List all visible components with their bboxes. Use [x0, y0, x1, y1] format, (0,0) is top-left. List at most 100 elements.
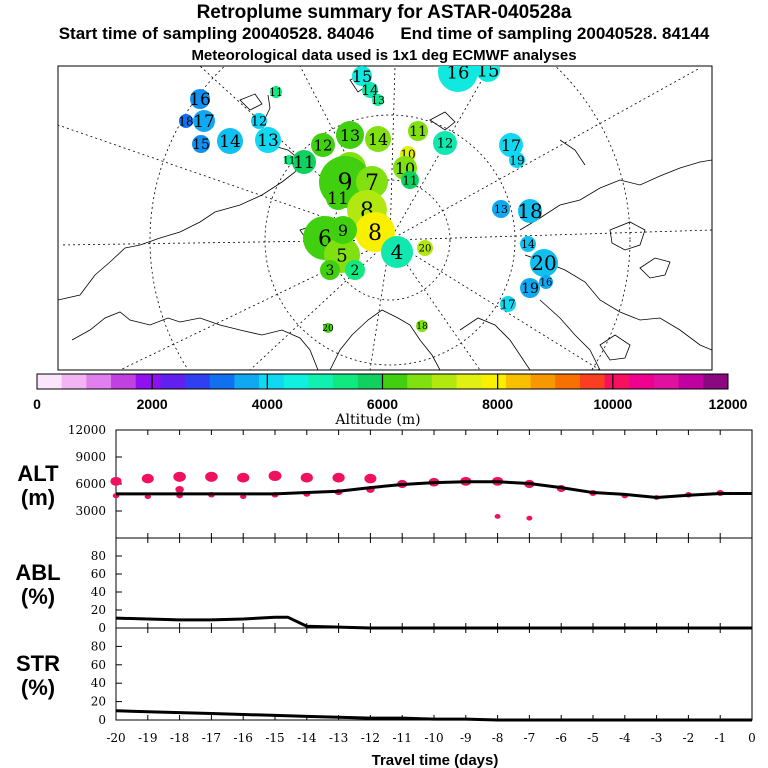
marker-dot [192, 135, 210, 153]
panel-title: STR [16, 651, 60, 676]
marker-label: 14 [521, 238, 535, 251]
map-marker: 12 [251, 113, 268, 130]
marker-dot [476, 66, 500, 82]
marker-dot [372, 94, 384, 106]
marker-label: 4 [391, 240, 404, 264]
marker-label: 9 [338, 221, 348, 240]
colorbar-swatch [283, 374, 309, 389]
marker-label: 12 [313, 136, 332, 154]
marker-label: 14 [361, 83, 379, 99]
map-marker: 15 [476, 66, 500, 82]
map-marker: 11 [292, 150, 316, 174]
map-marker: 19 [509, 152, 525, 168]
marker-dot [255, 127, 281, 153]
marker-label: 11 [402, 173, 417, 187]
map-marker: 14 [365, 126, 391, 152]
colorbar-axis-label: Altitude (m) [334, 412, 420, 428]
marker-dot [352, 66, 372, 86]
marker-label: 11 [293, 153, 315, 173]
marker-dot [345, 260, 365, 280]
marker-dot [520, 278, 540, 298]
x-tick-label: -5 [587, 731, 599, 745]
marker-label: 16 [189, 90, 211, 110]
colorbar-swatch [555, 374, 581, 389]
marker-label: 14 [219, 132, 241, 152]
x-tick-label: -2 [683, 731, 695, 745]
map-marker: 14 [361, 82, 379, 99]
marker-label: 5 [336, 245, 347, 266]
map-marker: 7 [356, 166, 388, 198]
x-tick-label: -6 [555, 731, 567, 745]
marker-label: 16 [540, 278, 553, 289]
map-marker: 11 [283, 155, 295, 167]
x-tick-label: -10 [424, 731, 443, 745]
altitude-colorbar: 0 2000 4000 6000 8000 10000 12000 Altitude (m) [33, 373, 748, 428]
marker-dot [323, 323, 333, 333]
alt-dot [526, 515, 533, 521]
map-marker: 2 [345, 260, 365, 280]
map-marker: 18 [517, 199, 543, 223]
map-marker: 9 [329, 216, 357, 244]
marker-dot [539, 275, 553, 289]
marker-label: 18 [517, 199, 542, 223]
marker-dot [518, 199, 542, 223]
x-tick-label: -19 [138, 731, 157, 745]
x-axis-label: Travel time (days) [372, 752, 499, 768]
marker-label: 16 [447, 62, 470, 83]
panel-alt: 12000 9000 6000 3000 ALT(m) [17, 423, 753, 539]
marker-dot [509, 152, 525, 168]
marker-label: 14 [368, 130, 388, 149]
marker-label: 18 [416, 322, 428, 332]
map-marker: 12 [433, 131, 457, 155]
x-tick-label: -3 [651, 731, 663, 745]
map-marker: 18 [178, 114, 194, 128]
marker-label: 11 [269, 86, 283, 99]
y-tick-label: 80 [91, 549, 106, 563]
x-tick-label: -14 [297, 731, 317, 745]
alt-dot [175, 485, 184, 493]
panel-title: ALT [17, 461, 59, 486]
alt-dot [110, 476, 122, 486]
marker-label: 11 [327, 189, 349, 209]
x-tick-label: -1 [714, 731, 726, 745]
x-tick-label: -13 [329, 731, 348, 745]
alt-dot [173, 471, 186, 482]
marker-dot [365, 126, 391, 152]
colorbar-swatch [407, 374, 433, 389]
marker-label: 2 [351, 263, 360, 279]
marker-dot [416, 320, 428, 332]
y-tick-label: 20 [91, 695, 106, 709]
colorbar-swatch [456, 374, 482, 389]
colorbar-swatch [111, 374, 137, 389]
colorbar-swatch [61, 374, 87, 389]
marker-dot [500, 296, 516, 312]
marker-dot [417, 240, 433, 256]
marker-label: 11 [409, 124, 427, 140]
marker-dot [492, 200, 510, 218]
marker-label: 17 [501, 136, 521, 155]
colorbar-swatch [333, 374, 359, 389]
alt-dot [237, 472, 250, 483]
x-tick-label: -15 [265, 731, 284, 745]
marker-label: 3 [326, 263, 335, 279]
x-tick-label: -16 [234, 731, 253, 745]
colorbar-swatch [308, 374, 334, 389]
x-tick-label: -4 [619, 731, 631, 745]
panel-title: ABL [15, 560, 60, 585]
marker-label: 15 [352, 67, 372, 86]
x-tick-label: -20 [106, 731, 125, 745]
marker-dot [190, 89, 210, 109]
marker-dot [433, 131, 457, 155]
y-tick-label: 60 [91, 567, 106, 581]
alt-dot [364, 473, 377, 484]
y-tick-label: 40 [91, 585, 106, 599]
x-tick-label: -9 [460, 731, 472, 745]
alt-dot [205, 471, 218, 482]
map-marker: 17 [193, 110, 215, 132]
coastlines [58, 66, 712, 370]
marker-label: 12 [251, 115, 268, 130]
marker-label: 12 [437, 137, 454, 152]
marker-label: 13 [371, 94, 385, 107]
series-line [116, 480, 752, 500]
